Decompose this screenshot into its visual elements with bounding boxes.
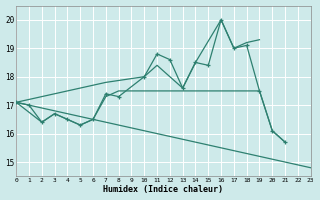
X-axis label: Humidex (Indice chaleur): Humidex (Indice chaleur) <box>103 185 223 194</box>
